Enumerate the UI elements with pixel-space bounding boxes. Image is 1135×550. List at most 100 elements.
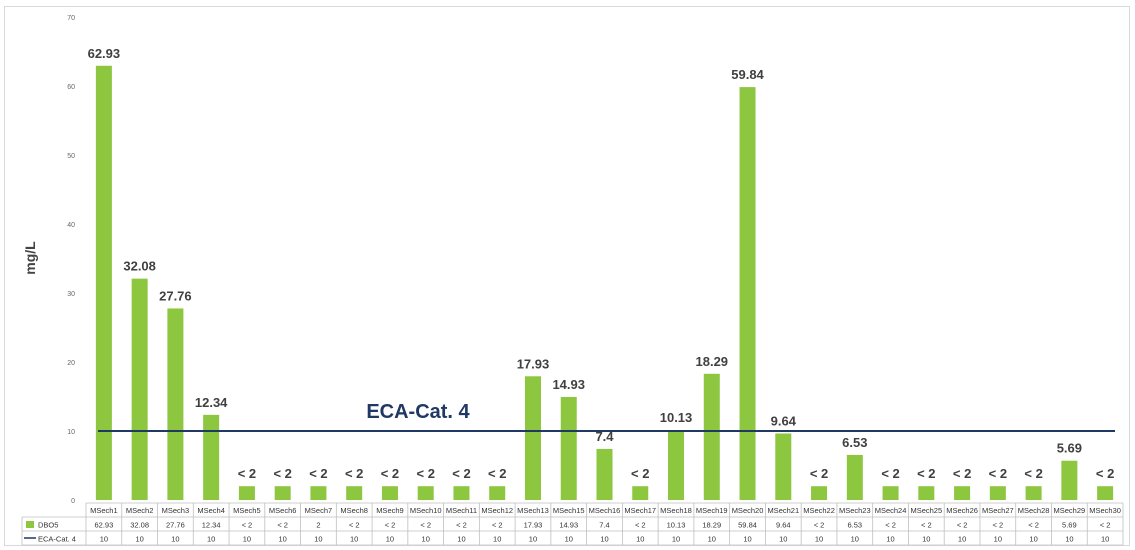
x-tick-label: MSech19	[696, 506, 728, 515]
x-tick-label: MSech29	[1054, 506, 1086, 515]
bar-msech8	[346, 486, 363, 500]
table-cell: 18.29	[702, 521, 721, 530]
bar-data-label: 62.93	[88, 46, 121, 61]
table-cell: 10	[457, 535, 465, 544]
table-cell: 10	[1101, 535, 1109, 544]
table-cell: 5.69	[1062, 521, 1077, 530]
table-cell: < 2	[1028, 521, 1039, 530]
bar-msech11	[453, 486, 470, 500]
bar-data-label: 9.64	[771, 413, 797, 428]
x-tick-label: MSech3	[162, 506, 190, 515]
x-tick-label: MSech7	[305, 506, 333, 515]
x-tick-label: MSech27	[982, 506, 1014, 515]
bar-data-label: < 2	[917, 466, 935, 481]
table-cell: < 2	[456, 521, 467, 530]
bar-data-label: < 2	[381, 466, 399, 481]
x-tick-label: MSech2	[126, 506, 154, 515]
x-tick-label: MSech25	[910, 506, 942, 515]
table-cell: < 2	[814, 521, 825, 530]
table-cell: 2	[316, 521, 320, 530]
bar-msech18	[668, 430, 685, 500]
bar-msech1	[95, 65, 112, 501]
y-axis-label: mg/L	[22, 241, 38, 275]
x-tick-label: MSech13	[517, 506, 549, 515]
table-cell: 10	[779, 535, 787, 544]
bar-msech19	[703, 373, 720, 500]
table-cell: < 2	[492, 521, 503, 530]
table-cell: 10	[207, 535, 215, 544]
table-cell: 10	[994, 535, 1002, 544]
x-tick-label: MSech22	[803, 506, 835, 515]
table-cell: 10	[815, 535, 823, 544]
table-cell: 10	[851, 535, 859, 544]
bar-data-label: < 2	[1024, 466, 1042, 481]
table-cell: < 2	[385, 521, 396, 530]
x-tick-label: MSech11	[446, 506, 477, 515]
bar-msech24	[882, 486, 899, 500]
table-cell: 10	[279, 535, 287, 544]
table-cell: 10	[886, 535, 894, 544]
bar-data-label: 10.13	[660, 410, 693, 425]
y-axis-ticks: 0 10 20 30 40 50 60 70	[67, 15, 75, 505]
table-cell: 10	[135, 535, 143, 544]
bar-data-label: < 2	[452, 466, 470, 481]
table-cell: 10	[708, 535, 716, 544]
bar-msech3	[167, 308, 184, 500]
bar-msech5	[238, 486, 255, 500]
bar-msech20	[739, 87, 756, 500]
bar-data-label: < 2	[953, 466, 971, 481]
y-tick-label: 20	[67, 360, 75, 367]
table-cell: < 2	[277, 521, 288, 530]
table-cell: 10	[243, 535, 251, 544]
data-table: MSech1 MSech2 MSech3 MSech4 MSech5 MSech6 MSec…	[21, 502, 1124, 546]
bar-msech10	[417, 486, 434, 500]
bar-data-label: < 2	[631, 466, 649, 481]
table-cell: 10	[1029, 535, 1037, 544]
bar-data-label: < 2	[1096, 466, 1114, 481]
bar-data-label: 7.4	[595, 429, 614, 444]
table-cell: 10	[958, 535, 966, 544]
table-cell: 10	[1065, 535, 1073, 544]
x-tick-label: MSech23	[839, 506, 871, 515]
table-cell: 10	[422, 535, 430, 544]
table-cell: < 2	[635, 521, 646, 530]
legend-key-dbo5	[26, 521, 34, 528]
legend-label-eca-cat4: ECA-Cat. 4	[38, 535, 76, 544]
table-cell: < 2	[885, 521, 896, 530]
table-cell: 62.93	[94, 521, 113, 530]
x-tick-label: MSech30	[1089, 506, 1121, 515]
table-cell: < 2	[1100, 521, 1111, 530]
table-cell: < 2	[420, 521, 431, 530]
x-tick-label: MSech26	[946, 506, 978, 515]
table-cell: < 2	[921, 521, 932, 530]
y-tick-label: 70	[67, 15, 75, 22]
bar-data-label: 5.69	[1057, 441, 1082, 456]
x-tick-label: MSech18	[660, 506, 692, 515]
x-tick-label: MSech8	[340, 506, 368, 515]
bar-msech28	[1025, 486, 1042, 500]
x-tick-label: MSech4	[197, 506, 225, 515]
bar-msech16	[596, 448, 613, 500]
y-tick-label: 30	[67, 291, 75, 298]
table-cell: 10	[171, 535, 179, 544]
table-cell: 10	[493, 535, 501, 544]
bar-data-label: 32.08	[123, 259, 156, 274]
bar-msech9	[381, 486, 398, 500]
bar-msech30	[1097, 486, 1114, 500]
y-tick-label: 0	[71, 498, 75, 505]
bar-data-label: < 2	[309, 466, 327, 481]
x-tick-label: MSech5	[233, 506, 261, 515]
bar-series	[95, 65, 1114, 501]
y-tick-label: 40	[67, 222, 75, 229]
x-tick-label: MSech21	[767, 506, 799, 515]
x-tick-label: MSech20	[732, 506, 764, 515]
bar-msech25	[918, 486, 935, 500]
table-cell: 7.4	[599, 521, 609, 530]
x-tick-label: MSech15	[553, 506, 585, 515]
table-cell: 10	[565, 535, 573, 544]
bar-msech21	[775, 433, 792, 500]
bar-msech15	[560, 396, 577, 500]
y-tick-label: 50	[67, 153, 75, 160]
